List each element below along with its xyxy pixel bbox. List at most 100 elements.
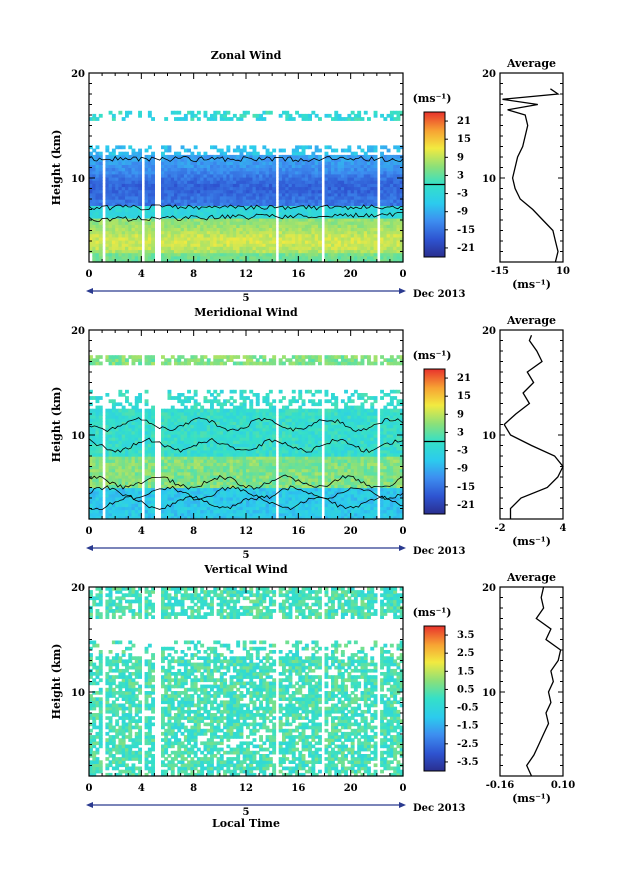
heatmap-cell [131, 224, 136, 228]
heatmap-cell [295, 202, 299, 206]
heatmap-cell [360, 236, 365, 241]
heatmap-cell [138, 154, 142, 159]
heatmap-cell [170, 195, 175, 200]
heatmap-cell [295, 161, 299, 165]
heatmap-cell [180, 180, 185, 184]
heatmap-cell [288, 208, 293, 213]
heatmap-cell [206, 509, 211, 514]
heatmap-cell [128, 255, 133, 260]
heatmap-cell [190, 456, 195, 460]
heatmap-cell [161, 258, 165, 263]
heatmap-cell [327, 221, 332, 225]
heatmap-cell [193, 214, 198, 219]
heatmap-cell [111, 255, 116, 260]
heatmap-cell [95, 396, 100, 400]
heatmap-cell [226, 500, 231, 504]
heatmap-cell [108, 224, 113, 228]
heatmap-cell [128, 240, 133, 244]
heatmap-cell [242, 180, 247, 184]
heatmap-cell [190, 424, 195, 429]
heatmap-cell [108, 180, 113, 184]
heatmap-cell [131, 421, 136, 425]
heatmap-cell [193, 161, 198, 165]
heatmap-cell [314, 221, 319, 225]
heatmap-cell [216, 487, 221, 492]
heatmap-cell [239, 170, 244, 175]
heatmap-cell [193, 249, 198, 254]
heatmap-cell [92, 471, 97, 476]
heatmap-cell [151, 515, 155, 520]
heatmap-cell [125, 493, 129, 498]
heatmap-cell [213, 440, 218, 444]
heatmap-cell [134, 421, 139, 425]
heatmap-cell [298, 205, 303, 210]
heatmap-cell [265, 249, 270, 254]
heatmap-cell [389, 173, 394, 178]
heatmap-cell [357, 170, 362, 175]
heatmap-cell [98, 421, 103, 425]
heatmap-cell [151, 512, 155, 517]
heatmap-cell [183, 258, 188, 263]
heatmap-cell [337, 208, 342, 213]
heatmap-cell [216, 433, 221, 438]
heatmap-cell [174, 211, 178, 216]
heatmap-cell [291, 255, 296, 260]
heatmap-cell [360, 230, 365, 235]
heatmap-cell [278, 180, 283, 184]
heatmap-cell [347, 180, 352, 184]
heatmap-cell [242, 208, 247, 213]
heatmap-cell [210, 411, 214, 416]
heatmap-cell [399, 255, 404, 260]
heatmap-cell [89, 515, 93, 520]
heatmap-cell [177, 252, 182, 257]
heatmap-cell [340, 227, 345, 232]
heatmap-cell [213, 515, 218, 520]
heatmap-cell [190, 396, 195, 400]
heatmap-cell [128, 430, 133, 435]
heatmap-cell [105, 205, 110, 210]
heatmap-cell [196, 358, 201, 362]
heatmap-cell [89, 468, 93, 473]
heatmap-cell [318, 221, 322, 225]
heatmap-cell [118, 408, 123, 413]
heatmap-cell [167, 471, 172, 476]
heatmap-cell [187, 490, 191, 495]
heatmap-cell [164, 258, 169, 263]
heatmap-cell [370, 249, 375, 254]
heatmap-cell [180, 402, 185, 407]
heatmap-cell [89, 462, 93, 467]
heatmap-cell [193, 490, 198, 495]
heatmap-cell [327, 170, 332, 175]
heatmap-cell [111, 462, 116, 467]
heatmap-cell [350, 110, 355, 115]
heatmap-cell [180, 478, 185, 482]
heatmap-cell [357, 230, 362, 235]
heatmap-cell [278, 233, 283, 238]
heatmap-cell [111, 408, 116, 413]
heatmap-cell [259, 233, 263, 238]
heatmap-cell [118, 205, 123, 210]
heatmap-cell [363, 249, 368, 254]
heatmap-cell [298, 189, 303, 194]
heatmap-cell [105, 437, 110, 441]
heatmap-cell [213, 471, 218, 476]
heatmap-cell [164, 183, 169, 188]
heatmap-cell [134, 158, 139, 162]
heatmap-cell [161, 418, 165, 422]
heatmap-cell [367, 186, 371, 191]
heatmap-cell [147, 230, 152, 235]
heatmap-cell [301, 164, 306, 168]
heatmap-cell [393, 208, 398, 213]
heatmap-cell [177, 249, 182, 254]
heatmap-cell [95, 421, 100, 425]
heatmap-cell [324, 230, 329, 235]
heatmap-cell [314, 252, 319, 257]
heatmap-cell [180, 421, 185, 425]
heatmap-cell [337, 227, 342, 232]
heatmap-cell [89, 408, 93, 413]
heatmap-cell [301, 173, 306, 178]
heatmap-cell [134, 411, 139, 416]
heatmap-cell [347, 173, 352, 178]
heatmap-cell [203, 487, 208, 492]
heatmap-cell [193, 474, 198, 479]
